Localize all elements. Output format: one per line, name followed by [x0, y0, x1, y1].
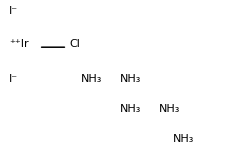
Text: I⁻: I⁻ — [9, 6, 18, 16]
Text: ⁺⁺Ir: ⁺⁺Ir — [9, 39, 29, 49]
Text: Cl: Cl — [69, 39, 80, 49]
Text: NH₃: NH₃ — [158, 104, 179, 114]
Text: NH₃: NH₃ — [81, 74, 102, 84]
Text: I⁻: I⁻ — [9, 74, 18, 84]
Text: NH₃: NH₃ — [173, 134, 194, 144]
Text: NH₃: NH₃ — [119, 74, 141, 84]
Text: NH₃: NH₃ — [119, 104, 141, 114]
